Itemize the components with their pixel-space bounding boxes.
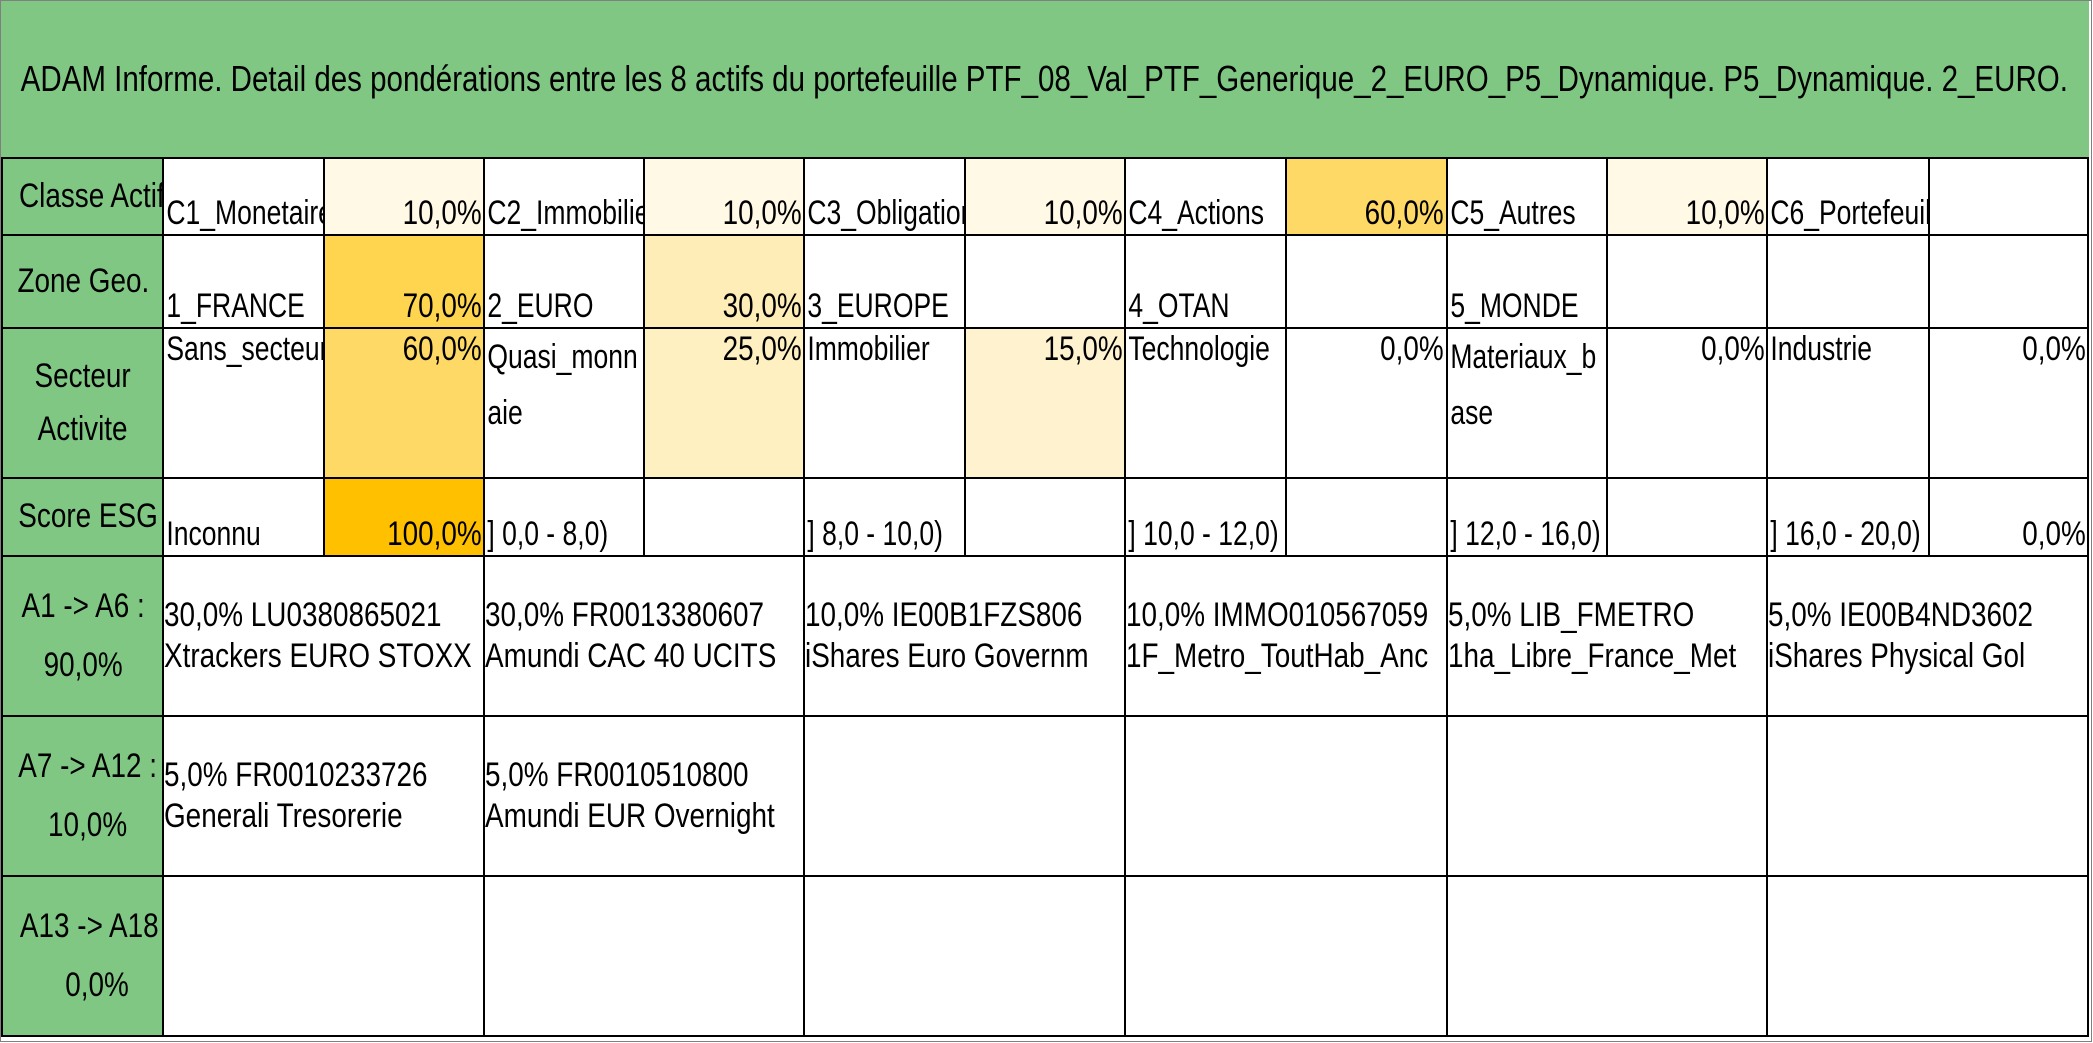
secteur-name-3: Immobilier bbox=[803, 327, 966, 479]
row-assets-a13-a18: A13 -> A18 :0,0% bbox=[0, 875, 2089, 1037]
esg-name-1: Inconnu bbox=[162, 477, 325, 557]
asset-cell bbox=[1445, 715, 1769, 877]
esg-pct-5 bbox=[1605, 477, 1769, 557]
classe-name-4: C4_Actions bbox=[1124, 157, 1288, 236]
classe-pct-3: 10,0% bbox=[963, 157, 1127, 236]
row-header-score-esg: Score ESG bbox=[0, 477, 165, 557]
weights-table: Classe Actif C1_Monetaire 10,0% C2_Immob… bbox=[0, 157, 2090, 1037]
esg-pct-1: 100,0% bbox=[322, 477, 485, 557]
secteur-pct-6: 0,0% bbox=[1927, 327, 2090, 479]
row-classe-actif: Classe Actif C1_Monetaire 10,0% C2_Immob… bbox=[0, 157, 2090, 236]
zone-pct-3 bbox=[963, 234, 1127, 329]
asset-cell: 30,0% FR0013380607 Amundi CAC 40 UCITS bbox=[482, 555, 806, 717]
classe-pct-4: 60,0% bbox=[1285, 157, 1448, 236]
zone-pct-5 bbox=[1605, 234, 1769, 329]
secteur-pct-5: 0,0% bbox=[1605, 327, 1769, 479]
secteur-pct-2: 25,0% bbox=[643, 327, 806, 479]
esg-name-6: ] 16,0 - 20,0) bbox=[1766, 477, 1930, 557]
secteur-name-6: Industrie bbox=[1766, 327, 1930, 479]
asset-cell: 5,0% IE00B4ND3602 iShares Physical Gol bbox=[1766, 555, 2089, 717]
row-header-classe-actif: Classe Actif bbox=[0, 157, 165, 236]
esg-pct-2 bbox=[643, 477, 806, 557]
classe-name-3: C3_Obligations bbox=[803, 157, 966, 236]
zone-pct-4 bbox=[1285, 234, 1448, 329]
asset-cell bbox=[1124, 875, 1448, 1037]
title-bar: ADAM Informe. Detail des pondérations en… bbox=[1, 1, 2089, 157]
zone-name-6 bbox=[1766, 234, 1930, 329]
classe-pct-2: 10,0% bbox=[643, 157, 806, 236]
page-title: ADAM Informe. Detail des pondérations en… bbox=[20, 58, 2068, 99]
asset-cell: 30,0% LU0380865021 Xtrackers EURO STOXX bbox=[162, 555, 485, 717]
zone-name-3: 3_EUROPE bbox=[803, 234, 966, 329]
asset-cell bbox=[482, 875, 806, 1037]
secteur-pct-4: 0,0% bbox=[1285, 327, 1448, 479]
esg-pct-3 bbox=[963, 477, 1127, 557]
asset-cell: 5,0% FR0010510800 Amundi EUR Overnight bbox=[482, 715, 806, 877]
classe-name-2: C2_Immobilier bbox=[482, 157, 646, 236]
row-header-a7-a12: A7 -> A12 :10,0% bbox=[0, 715, 165, 877]
zone-name-1: 1_FRANCE bbox=[162, 234, 325, 329]
row-header-a13-a18: A13 -> A18 :0,0% bbox=[0, 875, 165, 1037]
asset-cell bbox=[803, 715, 1127, 877]
esg-name-5: ] 12,0 - 16,0) bbox=[1445, 477, 1608, 557]
classe-name-6: C6_Portefeuille bbox=[1766, 157, 1930, 236]
asset-cell bbox=[1766, 875, 2089, 1037]
asset-cell bbox=[1124, 715, 1448, 877]
classe-name-5: C5_Autres bbox=[1445, 157, 1608, 236]
asset-cell bbox=[162, 875, 485, 1037]
esg-name-4: ] 10,0 - 12,0) bbox=[1124, 477, 1288, 557]
asset-cell: 10,0% IMMO010567059 1F_Metro_ToutHab_Anc bbox=[1124, 555, 1448, 717]
zone-pct-2: 30,0% bbox=[643, 234, 806, 329]
classe-pct-6 bbox=[1927, 157, 2090, 236]
secteur-pct-3: 15,0% bbox=[963, 327, 1127, 479]
zone-pct-1: 70,0% bbox=[322, 234, 485, 329]
asset-cell bbox=[1445, 875, 1769, 1037]
secteur-name-1: Sans_secteur bbox=[162, 327, 325, 479]
zone-name-5: 5_MONDE bbox=[1445, 234, 1608, 329]
classe-name-1: C1_Monetaire bbox=[162, 157, 325, 236]
zone-name-2: 2_EURO bbox=[482, 234, 646, 329]
row-header-a1-a6: A1 -> A6 :90,0% bbox=[0, 555, 165, 717]
secteur-name-5: Materiaux_base bbox=[1445, 327, 1608, 479]
row-header-zone-geo: Zone Geo. bbox=[0, 234, 165, 329]
row-header-secteur: Secteur Activite bbox=[0, 327, 165, 479]
classe-pct-5: 10,0% bbox=[1605, 157, 1769, 236]
asset-cell bbox=[1766, 715, 2089, 877]
esg-name-3: ] 8,0 - 10,0) bbox=[803, 477, 966, 557]
row-score-esg: Score ESG Inconnu 100,0% ] 0,0 - 8,0) ] … bbox=[0, 477, 2090, 557]
asset-cell: 10,0% IE00B1FZS806 iShares Euro Governm bbox=[803, 555, 1127, 717]
secteur-pct-1: 60,0% bbox=[322, 327, 485, 479]
asset-cell: 5,0% FR0010233726 Generali Tresorerie bbox=[162, 715, 485, 877]
row-assets-a7-a12: A7 -> A12 :10,0% 5,0% FR0010233726 Genera… bbox=[0, 715, 2089, 877]
asset-cell: 5,0% LIB_FMETRO 1ha_Libre_France_Met bbox=[1445, 555, 1769, 717]
row-zone-geo: Zone Geo. 1_FRANCE 70,0% 2_EURO 30,0% 3_… bbox=[0, 234, 2090, 329]
classe-pct-1: 10,0% bbox=[322, 157, 485, 236]
secteur-name-4: Technologie bbox=[1124, 327, 1288, 479]
zone-name-4: 4_OTAN bbox=[1124, 234, 1288, 329]
esg-pct-4 bbox=[1285, 477, 1448, 557]
asset-cell bbox=[803, 875, 1127, 1037]
secteur-name-2: Quasi_monnaie bbox=[482, 327, 646, 479]
esg-pct-6: 0,0% bbox=[1927, 477, 2090, 557]
zone-pct-6 bbox=[1927, 234, 2090, 329]
esg-name-2: ] 0,0 - 8,0) bbox=[482, 477, 646, 557]
row-assets-a1-a6: A1 -> A6 :90,0% 30,0% LU0380865021 Xtrack… bbox=[0, 555, 2089, 717]
row-secteur: Secteur Activite Sans_secteur 60,0% Quasi… bbox=[0, 327, 2090, 479]
